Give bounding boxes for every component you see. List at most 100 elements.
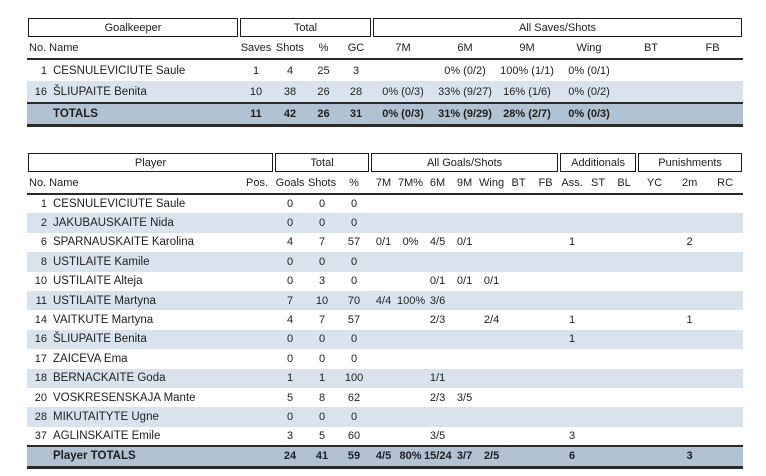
cell-no: 20 <box>34 391 47 404</box>
cell-name: USTILAITE Kamile <box>53 255 150 268</box>
col-saves: Saves <box>239 38 273 60</box>
cell-shots: 0 <box>318 352 326 365</box>
cell-rc <box>707 233 743 252</box>
cell-9m: 16% (1/6) <box>503 85 551 98</box>
cell-yc <box>637 272 672 291</box>
cell-rc <box>707 213 743 232</box>
cell-9m: 28% (2/7) <box>496 102 558 127</box>
player-row: 6 SPARNAUSKAITE Karolina 4 7 57 0/1 0% 4… <box>27 233 743 252</box>
col-7m: 7M <box>370 173 398 195</box>
cell-fb <box>532 330 559 349</box>
player-column-headers: No. Name Pos. Goals Shots % 7M 7M% 6M 9M… <box>27 173 744 195</box>
col-shots: Shots <box>306 173 339 195</box>
cell-7m-pct <box>397 252 424 271</box>
cell-bt <box>505 445 533 469</box>
goalkeeper-totals-row: TOTALS 11 42 26 31 0% (0/3) 31% (9/29) 2… <box>27 102 744 127</box>
cell-fb <box>682 59 743 81</box>
cell-rc <box>707 252 743 271</box>
cell-pct: 70 <box>347 294 361 307</box>
band-all-saves-shots: All Saves/Shots <box>372 17 743 38</box>
band-all-saves-shots-label: All Saves/Shots <box>373 18 743 37</box>
cell-7m <box>370 427 397 446</box>
cell-rc <box>707 369 743 388</box>
cell-pct: 59 <box>338 445 371 469</box>
cell-pct: 0 <box>350 333 358 346</box>
band-player: Player <box>27 152 274 173</box>
cell-ass <box>559 369 585 388</box>
cell-yc <box>637 369 672 388</box>
cell-name: CESNULEVICIUTE Saule <box>53 64 186 77</box>
cell-6m: 3/6 <box>429 294 446 307</box>
cell-9m <box>451 252 478 271</box>
cell-6m: 31% (9/29) <box>434 102 496 127</box>
cell-pct: 0 <box>350 275 358 288</box>
player-totals-row: Player TOTALS 24 41 59 4/5 80% 15/24 3/7… <box>27 445 744 469</box>
col-ass: Ass. <box>559 173 586 195</box>
col-rc: RC <box>707 173 744 195</box>
cell-7m-pct <box>397 369 424 388</box>
cell-7m <box>370 213 397 232</box>
goalkeeper-column-headers: No. Name Saves Shots % GC 7M 6M 9M Wing … <box>27 38 744 60</box>
cell-rc <box>707 291 743 310</box>
col-6m: 6M <box>434 38 496 60</box>
cell-9m: 3/5 <box>456 391 473 404</box>
cell-pct: 0 <box>350 352 358 365</box>
cell-st <box>585 349 611 368</box>
cell-no: 16 <box>34 333 47 346</box>
totals-label: TOTALS <box>47 102 239 127</box>
player-row: 37 AGLINSKAITE Emile 3 5 60 3/5 3 <box>27 427 743 446</box>
cell-saves: 10 <box>249 85 263 98</box>
cell-bl <box>611 252 637 271</box>
cell-wing: 0% (0/3) <box>558 102 620 127</box>
cell-no: 2 <box>40 217 47 230</box>
cell-bt <box>505 349 532 368</box>
cell-bl <box>611 291 637 310</box>
cell-7m <box>370 194 397 213</box>
cell-9m <box>451 310 478 329</box>
cell-9m <box>451 349 478 368</box>
col-9m: 9M <box>451 173 479 195</box>
cell-wing <box>478 407 505 426</box>
cell-goals: 5 <box>286 391 294 404</box>
cell-no: 14 <box>34 314 47 327</box>
col-wing: Wing <box>558 38 620 60</box>
cell-6m: 15/24 <box>424 445 452 469</box>
cell-wing: 0% (0/1) <box>568 64 610 77</box>
cell-bt <box>620 102 682 127</box>
cell-7m-pct <box>397 388 424 407</box>
col-9m: 9M <box>496 38 558 60</box>
cell-shots: 3 <box>318 275 326 288</box>
cell-bt <box>505 330 532 349</box>
cell-7m-pct <box>397 330 424 349</box>
cell-bl <box>611 388 637 407</box>
col-2m: 2m <box>672 173 708 195</box>
cell-name: VAITKUTE Martyna <box>53 314 154 327</box>
cell-2m <box>672 213 707 232</box>
cell-no: 18 <box>34 372 47 385</box>
cell-pct: 57 <box>347 236 361 249</box>
cell-6m: 33% (9/27) <box>438 85 492 98</box>
cell-shots: 0 <box>318 198 326 211</box>
cell-bt <box>505 388 532 407</box>
cell-7m <box>370 330 397 349</box>
cell-st <box>585 213 611 232</box>
cell-st <box>585 407 611 426</box>
cell-yc <box>637 407 672 426</box>
cell-2m <box>672 252 707 271</box>
cell-bl <box>611 194 637 213</box>
cell-pct: 25 <box>317 64 330 77</box>
cell-6m <box>424 349 451 368</box>
cell-rc <box>707 427 743 446</box>
cell-pos <box>240 427 274 446</box>
cell-goals: 0 <box>286 352 294 365</box>
cell-wing <box>478 427 505 446</box>
player-row: 16 ŠLIUPAITE Benita 0 0 0 1 <box>27 329 744 350</box>
cell-7m-pct <box>397 213 424 232</box>
cell-bt <box>505 407 532 426</box>
cell-bt <box>505 233 532 252</box>
cell-fb <box>682 102 744 127</box>
cell-7m-pct: 80% <box>397 445 425 469</box>
player-header-band: Player Total All Goals/Shots Additionals… <box>27 152 743 173</box>
cell-goals: 0 <box>286 217 294 230</box>
cell-rc <box>707 310 743 329</box>
